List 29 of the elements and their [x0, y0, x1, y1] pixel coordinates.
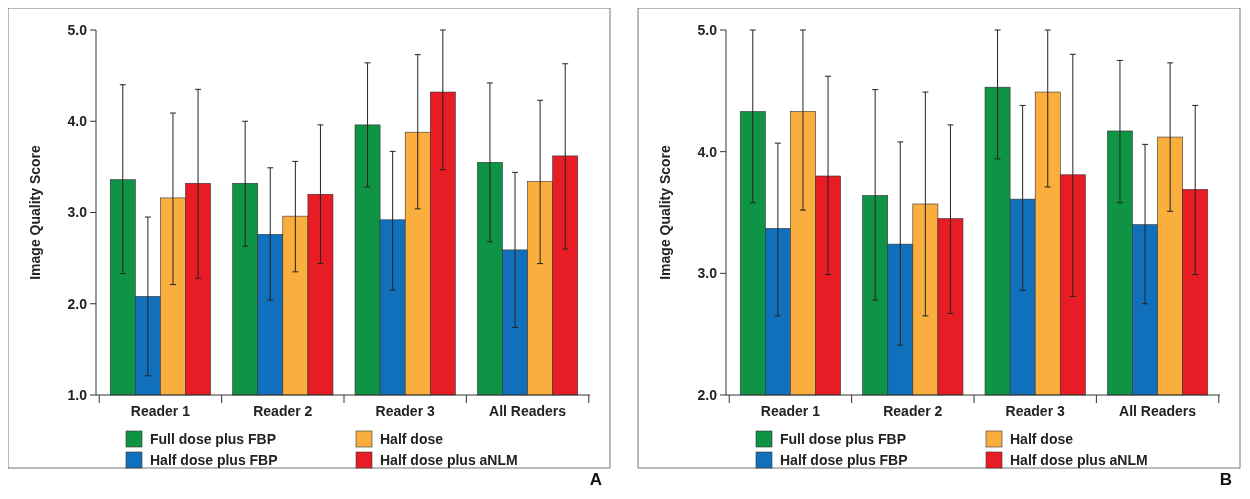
- legend-label: Half dose plus FBP: [780, 451, 908, 468]
- legend-label: Half dose: [1010, 430, 1074, 447]
- y-axis-title: Image Quality Score: [657, 144, 673, 280]
- text: A: [589, 470, 602, 489]
- x-tick-label: Reader 1: [130, 403, 191, 419]
- legend-label: Full dose plus FBP: [780, 430, 907, 447]
- y-tick-label: 1.0: [67, 386, 88, 403]
- legend-label: Half dose plus FBP: [150, 451, 278, 468]
- x-tick-label: All Readers: [1119, 403, 1197, 419]
- x-tick-label: Reader 3: [1005, 403, 1065, 419]
- y-tick-label: 4.0: [67, 113, 88, 130]
- y-tick-label: 5.0: [697, 21, 718, 38]
- legend-label: Half dose plus aNLM: [1010, 451, 1148, 468]
- legend-label: Half dose: [380, 430, 444, 447]
- y-tick-label: 5.0: [67, 21, 88, 38]
- y-tick-label: 2.0: [67, 295, 88, 312]
- legend-label: Full dose plus FBP: [150, 430, 277, 447]
- y-tick-label: 2.0: [697, 386, 718, 403]
- legend-label: Half dose plus aNLM: [380, 451, 518, 468]
- text: B: [1219, 470, 1232, 489]
- x-tick-label: All Readers: [489, 403, 567, 419]
- x-tick-label: Reader 1: [760, 403, 821, 419]
- x-tick-label: Reader 2: [883, 403, 943, 419]
- y-tick-label: 4.0: [697, 143, 718, 160]
- y-axis-title: Image Quality Score: [27, 144, 43, 280]
- x-tick-label: Reader 2: [253, 403, 313, 419]
- y-tick-label: 3.0: [697, 265, 718, 282]
- x-tick-label: Reader 3: [375, 403, 435, 419]
- y-tick-label: 3.0: [67, 204, 88, 221]
